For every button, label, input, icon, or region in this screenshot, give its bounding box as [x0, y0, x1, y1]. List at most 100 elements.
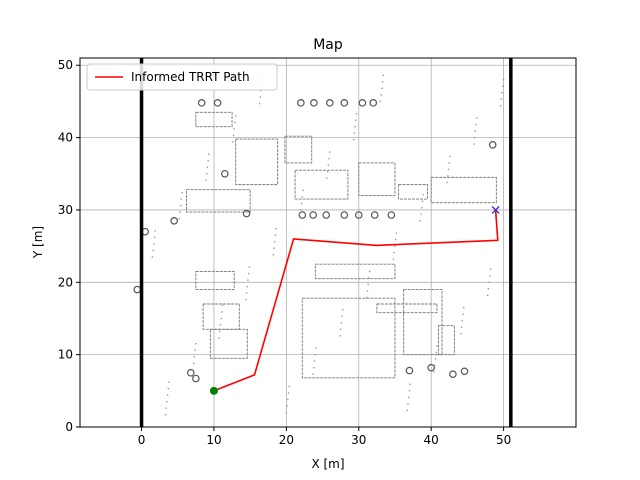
map-obstacle-4 [358, 99, 367, 107]
map-speck-69 [179, 204, 182, 207]
y-tick-label-20: 20 [58, 275, 73, 289]
map-speck-66 [461, 319, 463, 322]
map-speck-88 [326, 170, 329, 173]
map-speck-109 [165, 407, 167, 409]
map-speck-35 [355, 119, 357, 121]
map-obstacle-14 [213, 99, 222, 107]
map-building-11 [314, 263, 396, 280]
y-tick-label-40: 40 [58, 131, 73, 145]
map-building-3 [284, 135, 313, 164]
map-speck-99 [259, 96, 261, 98]
y-tick-label-30: 30 [58, 203, 73, 217]
map-speck-33 [301, 196, 303, 198]
axes-background [80, 58, 576, 427]
map-obstacle-20 [460, 367, 469, 376]
goal-marker [491, 205, 500, 214]
map-speck-91 [407, 403, 409, 405]
map-speck-129 [339, 335, 341, 337]
map-obstacle-10 [354, 211, 363, 219]
map-speck-64 [408, 396, 410, 399]
map-speck-98 [232, 134, 235, 137]
map-speck-15 [181, 191, 183, 194]
map-speck-132 [419, 220, 421, 222]
map-speck-63 [381, 87, 383, 90]
map-speck-65 [434, 358, 437, 360]
map-obstacle-25 [221, 169, 229, 178]
map-building-0 [195, 111, 233, 128]
map-speck-1 [168, 381, 170, 383]
map-speck-42 [180, 198, 183, 200]
series-line-informed-trrt-path [213, 209, 499, 392]
map-speck-77 [394, 245, 396, 247]
map-obstacle-24 [488, 141, 497, 149]
map-speck-137 [191, 375, 193, 378]
map-speck-31 [247, 272, 250, 275]
map-speck-76 [367, 283, 369, 286]
map-speck-82 [166, 400, 168, 403]
map-speck-61 [327, 164, 330, 166]
map-obstacle-5 [369, 99, 378, 107]
map-speck-26 [476, 117, 478, 119]
map-speck-116 [352, 139, 355, 141]
map-speck-51 [421, 200, 424, 202]
map-speck-110 [192, 369, 194, 371]
map-speck-86 [273, 247, 275, 249]
map-obstacle-3 [340, 99, 349, 107]
map-speck-22 [368, 270, 371, 273]
map-speck-48 [341, 315, 343, 317]
map-speck-119 [433, 371, 435, 373]
map-speck-38 [435, 351, 437, 354]
map-obstacle-16 [192, 374, 200, 383]
map-speck-49 [368, 277, 370, 279]
map-speck-127 [285, 411, 288, 414]
chart-title: Map [313, 37, 343, 53]
map-speck-78 [421, 207, 423, 209]
map-obstacle-1 [310, 99, 318, 107]
map-speck-128 [312, 373, 314, 375]
map-building-7 [430, 176, 497, 204]
map-speck-102 [339, 328, 342, 330]
map-speck-54 [502, 85, 504, 87]
map-obstacle-11 [370, 211, 379, 219]
map-speck-100 [286, 405, 288, 407]
map-speck-131 [392, 258, 395, 260]
map-speck-40 [489, 275, 491, 277]
map-speck-83 [192, 362, 195, 365]
map-speck-13 [489, 268, 492, 270]
map-speck-67 [488, 281, 490, 283]
map-speck-11 [436, 345, 438, 347]
map-speck-133 [446, 181, 448, 184]
legend-label-informed-trrt-path: Informed TRRT Path [131, 70, 250, 84]
map-speck-32 [274, 234, 277, 236]
map-speck-135 [499, 105, 502, 107]
map-speck-10 [409, 383, 411, 385]
map-speck-79 [447, 168, 450, 171]
map-speck-62 [354, 126, 356, 128]
axes-frame [79, 57, 577, 428]
map-speck-3 [221, 304, 224, 307]
map-speck-16 [208, 153, 210, 155]
map-speck-106 [447, 175, 449, 177]
map-obstacle-8 [322, 211, 330, 219]
map-speck-60 [300, 202, 303, 205]
map-obstacle-26 [242, 209, 251, 218]
map-speck-101 [313, 366, 315, 369]
map-speck-20 [315, 347, 317, 349]
map-speck-94 [487, 288, 490, 290]
map-speck-138 [218, 337, 220, 339]
map-obstacle-13 [197, 99, 206, 107]
map-speck-81 [501, 92, 503, 94]
map-speck-53 [475, 123, 477, 126]
map-speck-14 [154, 230, 156, 232]
map-building-14 [403, 289, 443, 356]
map-obstacle-2 [326, 99, 334, 107]
map-speck-27 [502, 78, 505, 81]
map-speck-17 [234, 115, 237, 117]
map-obstacle-9 [340, 211, 349, 219]
map-speck-80 [474, 130, 477, 132]
map-obstacle-12 [387, 211, 396, 219]
boundary-walls [139, 58, 513, 427]
map-building-5 [358, 162, 396, 196]
map-building-12 [301, 297, 396, 379]
map-speck-43 [207, 160, 209, 162]
